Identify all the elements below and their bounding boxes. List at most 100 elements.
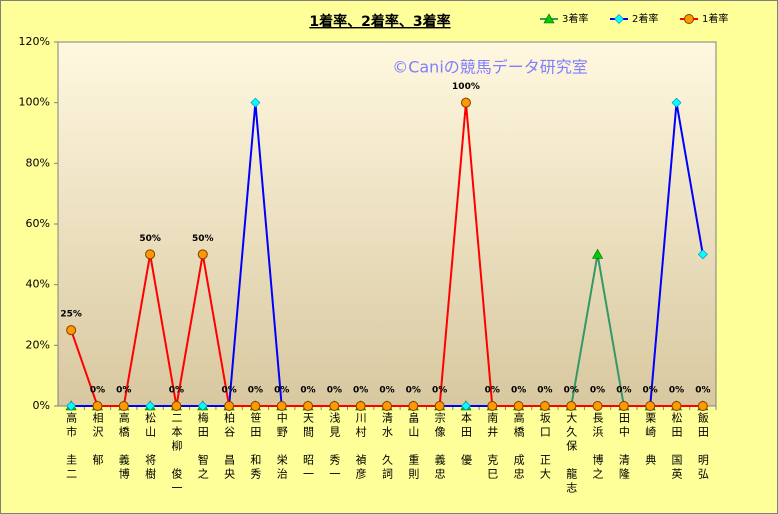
- x-tick-label: 川村: [354, 412, 367, 440]
- marker: [697, 249, 708, 260]
- x-tick-label: 笹田: [249, 412, 262, 440]
- marker: [276, 401, 287, 411]
- x-tick-label: 秀一: [328, 454, 341, 482]
- data-label: 0%: [485, 386, 500, 396]
- x-tick-label: 龍志: [565, 467, 578, 496]
- data-label: 0%: [590, 386, 605, 396]
- x-tick-label: 中野: [275, 412, 288, 440]
- marker: [671, 97, 682, 108]
- marker: [408, 401, 419, 411]
- legend-label: 1着率: [702, 12, 728, 25]
- marker: [303, 401, 314, 411]
- data-label: 0%: [274, 386, 289, 396]
- x-tick-label: 正大: [538, 454, 551, 482]
- data-label: 50%: [139, 234, 161, 244]
- x-tick-label: 義忠: [433, 453, 446, 482]
- y-tick-label: 0%: [33, 399, 50, 412]
- data-label: 0%: [379, 386, 394, 396]
- x-tick-label: 昭一: [302, 454, 315, 482]
- x-tick-label: 梅田: [196, 411, 209, 440]
- x-tick-label: 博之: [591, 454, 604, 482]
- x-tick-label: 相沢: [91, 412, 104, 440]
- x-tick-label: 高橋: [512, 411, 525, 440]
- x-tick-label: 松山: [144, 411, 157, 440]
- x-tick-label: 宗像: [433, 411, 446, 440]
- marker: [645, 401, 656, 411]
- data-label: 0%: [406, 386, 421, 396]
- y-tick-label: 60%: [26, 217, 50, 230]
- y-tick-label: 80%: [26, 156, 50, 169]
- x-tick-label: 重則: [407, 453, 420, 482]
- marker: [250, 97, 261, 108]
- marker: [539, 401, 550, 411]
- data-label: 0%: [169, 386, 184, 396]
- marker: [566, 401, 577, 411]
- marker: [592, 248, 604, 259]
- x-tick-label: 郁: [91, 453, 104, 468]
- x-tick-label: 天間: [302, 412, 315, 440]
- data-label: 100%: [452, 82, 480, 92]
- marker: [592, 401, 603, 411]
- x-tick-label: 高橋: [117, 411, 130, 440]
- data-label: 0%: [90, 386, 105, 396]
- marker: [329, 401, 340, 411]
- x-tick-label: 清水: [381, 412, 394, 440]
- data-label: 0%: [511, 386, 526, 396]
- x-tick-label: 柏谷: [223, 411, 236, 440]
- x-tick-label: 和秀: [249, 454, 262, 482]
- data-label: 0%: [643, 386, 658, 396]
- data-label: 50%: [192, 234, 214, 244]
- marker: [171, 401, 182, 411]
- data-label: 0%: [353, 386, 368, 396]
- x-tick-label: 大久保: [565, 411, 578, 454]
- x-tick-label: 成忠: [512, 454, 525, 482]
- legend-marker: [543, 13, 555, 24]
- x-tick-label: 畠山: [407, 411, 420, 440]
- data-label: 25%: [60, 310, 82, 320]
- x-tick-label: 将樹: [144, 454, 157, 482]
- x-tick-label: 清隆: [617, 454, 630, 482]
- x-tick-label: 明弘: [696, 454, 709, 482]
- x-tick-label: 智之: [196, 453, 209, 482]
- marker: [66, 325, 77, 336]
- legend-marker: [614, 14, 624, 24]
- x-tick-label: 南井: [486, 412, 499, 440]
- marker: [460, 97, 471, 108]
- x-tick-label: 俊一: [170, 467, 183, 496]
- marker: [697, 401, 708, 411]
- x-tick-label: 圭二: [65, 454, 78, 482]
- x-tick-label: 松田: [670, 411, 683, 440]
- data-label: 0%: [669, 386, 684, 396]
- x-tick-label: 昌央: [223, 454, 236, 482]
- marker: [513, 401, 524, 411]
- marker: [118, 401, 129, 411]
- x-tick-label: 二本柳: [170, 412, 183, 454]
- marker: [355, 401, 366, 411]
- data-label: 0%: [616, 386, 631, 396]
- x-tick-label: 国英: [670, 454, 683, 482]
- marker: [618, 401, 629, 411]
- y-tick-label: 40%: [26, 278, 50, 291]
- marker: [382, 401, 392, 411]
- data-label: 0%: [537, 386, 552, 396]
- x-tick-label: 本田: [459, 411, 472, 440]
- marker: [461, 401, 471, 411]
- data-label: 0%: [564, 386, 579, 396]
- x-tick-label: 坂口: [538, 412, 551, 440]
- marker: [197, 401, 208, 411]
- x-tick-label: 飯田: [696, 411, 709, 440]
- x-tick-label: 克巳: [486, 454, 499, 482]
- marker: [487, 401, 498, 411]
- data-label: 0%: [327, 386, 342, 396]
- marker: [92, 401, 103, 411]
- marker: [671, 401, 682, 411]
- watermark: ©Caniの競馬データ研究室: [392, 58, 588, 77]
- x-tick-label: 高市: [65, 411, 78, 440]
- y-tick-label: 120%: [19, 35, 50, 48]
- data-label: 0%: [248, 386, 263, 396]
- y-tick-label: 100%: [19, 96, 50, 109]
- marker: [145, 249, 156, 260]
- chart-title: 1着率、2着率、3着率: [309, 13, 450, 30]
- x-tick-label: 栄治: [275, 453, 288, 482]
